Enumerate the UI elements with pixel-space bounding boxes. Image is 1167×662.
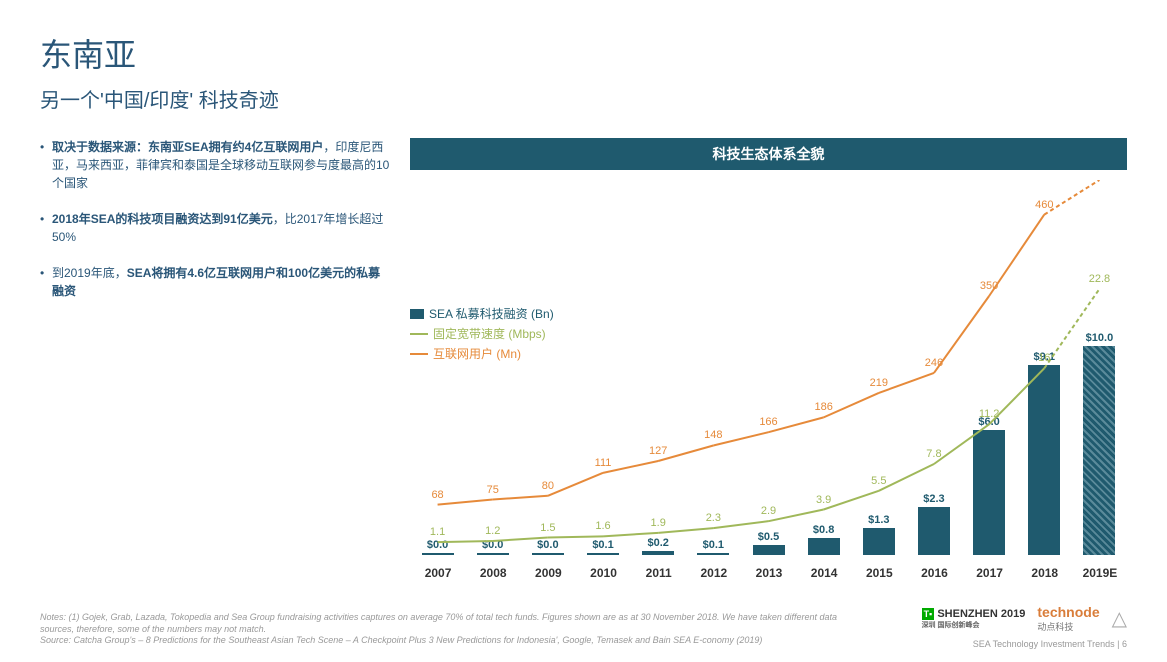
logo-technode: technode 动点科技 xyxy=(1037,604,1099,633)
year-label: 2016 xyxy=(907,566,962,580)
bar xyxy=(697,553,729,555)
broadband-label: 1.6 xyxy=(583,520,623,532)
chart-column: 科技生态体系全貌 SEA 私募科技融资 (Bn)固定宽带速度 (Mbps)互联网… xyxy=(410,138,1127,580)
broadband-label: 7.8 xyxy=(914,448,954,460)
internet-users-label: 68 xyxy=(418,489,458,501)
bar-value-label: $0.5 xyxy=(744,531,794,543)
bar-value-label: $10.0 xyxy=(1074,332,1124,344)
bar-value-label: $2.3 xyxy=(909,493,959,505)
internet-users-label: 166 xyxy=(749,416,789,428)
bullet-item: 2018年SEA的科技项目融资达到91亿美元，比2017年增长超过50% xyxy=(40,210,390,246)
year-label: 2008 xyxy=(466,566,521,580)
bar xyxy=(918,507,950,555)
bar xyxy=(973,430,1005,555)
year-label: 2009 xyxy=(521,566,576,580)
footer-notes: Notes: (1) Gojek, Grab, Lazada, Tokopedi… xyxy=(40,612,860,647)
internet-users-label: 246 xyxy=(914,357,954,369)
broadband-label: 3.9 xyxy=(804,494,844,506)
broadband-label: 1.9 xyxy=(638,517,678,529)
internet-users-label: 460 xyxy=(1024,199,1064,211)
broadband-label: 2.3 xyxy=(693,512,733,524)
year-label: 2010 xyxy=(576,566,631,580)
year-label: 2019E xyxy=(1072,566,1127,580)
slide-subtitle: 另一个'中国/印度' 科技奇迹 xyxy=(40,84,1127,113)
year-label: 2017 xyxy=(962,566,1017,580)
footer: Notes: (1) Gojek, Grab, Lazada, Tokopedi… xyxy=(40,612,1127,647)
logo-triangle-icon: △ xyxy=(1112,606,1127,631)
broadband-label: 1.1 xyxy=(418,526,458,538)
chart-title-bar: 科技生态体系全貌 xyxy=(410,138,1127,170)
broadband-label: 11.2 xyxy=(969,408,1009,420)
broadband-label: 2.9 xyxy=(749,505,789,517)
bar xyxy=(422,553,454,555)
bar-value-label: $0.0 xyxy=(468,539,518,551)
internet-users-label: 148 xyxy=(693,429,733,441)
page-number: SEA Technology Investment Trends | 6 xyxy=(973,639,1127,649)
broadband-label: 16 xyxy=(1024,352,1064,364)
bar xyxy=(808,538,840,555)
internet-users-label: 80 xyxy=(528,480,568,492)
bar xyxy=(532,553,564,555)
broadband-label: 22.8 xyxy=(1079,273,1119,285)
broadband-label: 1.5 xyxy=(528,522,568,534)
internet-users-label: 111 xyxy=(583,457,623,469)
year-label: 2014 xyxy=(797,566,852,580)
bar-value-label: $0.1 xyxy=(688,539,738,551)
internet-users-label: 75 xyxy=(473,484,513,496)
year-label: 2018 xyxy=(1017,566,1072,580)
broadband-label: 5.5 xyxy=(859,475,899,487)
bullet-item: 取决于数据来源：东南亚SEA拥有约4亿互联网用户，印度尼西亚，马来西亚，菲律宾和… xyxy=(40,138,390,192)
bar xyxy=(642,551,674,555)
bar xyxy=(477,553,509,555)
chart-area: SEA 私募科技融资 (Bn)固定宽带速度 (Mbps)互联网用户 (Mn) 2… xyxy=(410,180,1127,580)
year-label: 2013 xyxy=(742,566,797,580)
internet-users-label: 127 xyxy=(638,445,678,457)
bar-value-label: $1.3 xyxy=(854,514,904,526)
bar xyxy=(863,528,895,555)
year-label: 2007 xyxy=(411,566,466,580)
year-label: 2012 xyxy=(686,566,741,580)
internet-users-label: 350 xyxy=(969,280,1009,292)
bar xyxy=(1028,365,1060,555)
bullet-item: 到2019年底，SEA将拥有4.6亿互联网用户和100亿美元的私募融资 xyxy=(40,264,390,300)
logo-shenzhen: T▪ SHENZHEN 2019 深圳 国际创新峰会 xyxy=(922,608,1026,630)
bar-value-label: $0.0 xyxy=(523,539,573,551)
bar-value-label: $0.1 xyxy=(578,539,628,551)
internet-users-label: 219 xyxy=(859,377,899,389)
bar xyxy=(753,545,785,555)
year-label: 2015 xyxy=(852,566,907,580)
slide-title: 东南亚 xyxy=(40,30,1127,76)
bar xyxy=(587,553,619,555)
bullets-column: 取决于数据来源：东南亚SEA拥有约4亿互联网用户，印度尼西亚，马来西亚，菲律宾和… xyxy=(40,138,390,580)
bar-value-label: $0.8 xyxy=(799,524,849,536)
internet-users-label: 186 xyxy=(804,401,844,413)
year-label: 2011 xyxy=(631,566,686,580)
bar-value-label: $0.0 xyxy=(413,539,463,551)
broadband-label: 1.2 xyxy=(473,525,513,537)
bar-value-label: $0.2 xyxy=(633,537,683,549)
bar xyxy=(1083,346,1115,555)
